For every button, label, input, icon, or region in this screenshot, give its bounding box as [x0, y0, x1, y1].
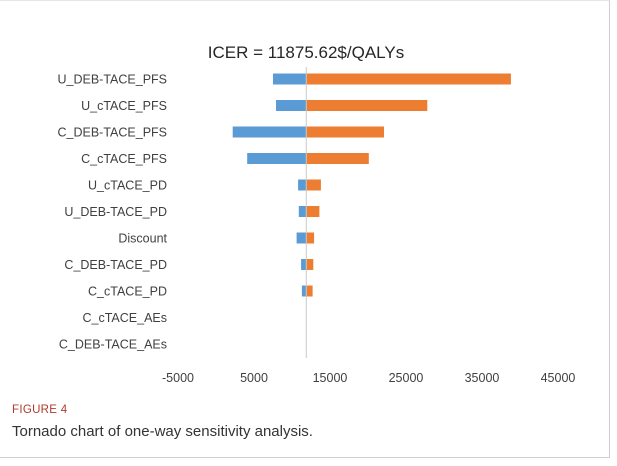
category-label-c-deb-tace-pd: C_DEB-TACE_PD [64, 258, 167, 272]
figure-frame [0, 0, 610, 458]
category-label-discount: Discount [118, 232, 167, 246]
bar-low-c-deb-tace-pd [301, 259, 307, 270]
x-tick-label: -5000 [162, 371, 194, 385]
x-tick-label: 5000 [240, 371, 268, 385]
category-label-c-ctace-pd: C_cTACE_PD [88, 285, 167, 299]
bar-low-discount [296, 232, 307, 244]
bars-group [232, 73, 511, 297]
chart-title: ICER = 11875.62$/QALYs [208, 43, 404, 62]
category-label-c-ctace-pfs: C_cTACE_PFS [81, 152, 167, 166]
bar-low-c-ctace-pfs [247, 153, 307, 164]
bar-low-c-ctace-pd [301, 285, 307, 297]
category-label-u-deb-tace-pfs: U_DEB-TACE_PFS [57, 73, 167, 87]
bar-low-u-deb-tace-pd [298, 206, 307, 217]
bar-high-u-deb-tace-pd [306, 206, 320, 217]
x-tick-labels: -5000 5000 15000 25000 35000 45000 [162, 371, 575, 385]
category-label-u-ctace-pfs: U_cTACE_PFS [81, 99, 167, 113]
bar-high-discount [306, 232, 315, 244]
x-tick-label: 25000 [389, 371, 424, 385]
bar-high-c-deb-tace-pfs [306, 126, 384, 138]
category-labels: U_DEB-TACE_PFS U_cTACE_PFS C_DEB-TACE_PFS C… [57, 73, 167, 352]
bar-high-c-ctace-pd [306, 285, 313, 297]
bar-high-u-ctace-pfs [306, 100, 428, 111]
bar-low-u-ctace-pfs [276, 100, 307, 111]
figure-label: FIGURE 4 [12, 404, 68, 416]
tornado-chart: ICER = 11875.62$/QALYs U_DEB-TACE_PFS U_c… [57, 43, 575, 385]
bar-high-u-ctace-pd [306, 179, 321, 191]
category-label-u-ctace-pd: U_cTACE_PD [88, 179, 167, 193]
bar-low-u-deb-tace-pfs [273, 73, 307, 85]
category-label-u-deb-tace-pd: U_DEB-TACE_PD [64, 205, 167, 219]
figure-caption: Tornado chart of one-way sensitivity ana… [12, 423, 313, 440]
x-tick-label: 35000 [465, 371, 500, 385]
category-label-c-deb-tace-aes: C_DEB-TACE_AEs [59, 338, 167, 352]
bar-high-c-deb-tace-pd [306, 259, 314, 270]
category-label-c-ctace-aes: C_cTACE_AEs [82, 311, 167, 325]
x-tick-label: 45000 [541, 371, 576, 385]
x-tick-label: 15000 [313, 371, 348, 385]
bar-high-u-deb-tace-pfs [306, 73, 511, 85]
bar-low-u-ctace-pd [298, 179, 307, 191]
bar-high-c-ctace-pfs [306, 153, 369, 164]
category-label-c-deb-tace-pfs: C_DEB-TACE_PFS [57, 126, 167, 140]
bar-low-c-deb-tace-pfs [232, 126, 307, 138]
